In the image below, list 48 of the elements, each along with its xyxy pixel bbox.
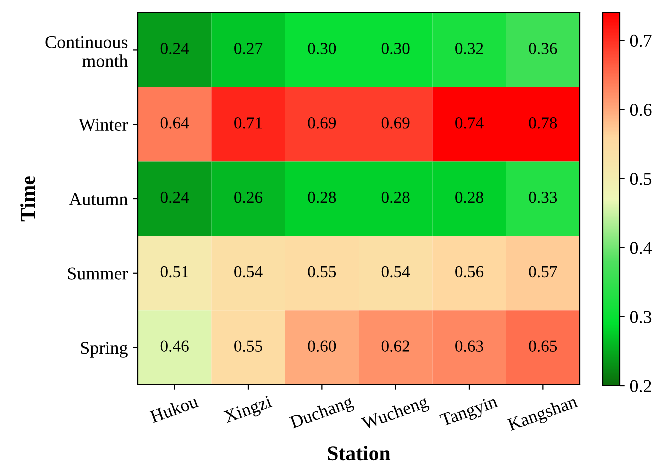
data-label: 0.63 (456, 340, 484, 352)
data-label: 0.28 (308, 192, 336, 204)
data-label: 0.24 (160, 192, 190, 204)
data-label: 0.28 (382, 192, 410, 204)
data-label: 0.51 (160, 266, 188, 278)
color-bar-label: 0.5 (630, 173, 652, 186)
data-label: 0.54 (234, 266, 263, 278)
color-bar-label: 0.7 (630, 34, 652, 48)
y-tick-label: Continuous month (46, 36, 128, 68)
data-label: 0.32 (456, 43, 484, 54)
color-bar-label: 0.3 (630, 311, 652, 324)
y-tick-label: Summer (68, 268, 128, 280)
data-label: 0.64 (160, 118, 190, 129)
x-tick-label: Tangyin (440, 395, 500, 430)
data-label: 0.69 (382, 118, 410, 129)
data-label: 0.55 (308, 266, 336, 278)
y-tick-label: Spring (81, 342, 128, 358)
data-label: 0.62 (382, 340, 410, 352)
data-label: 0.28 (456, 192, 484, 204)
color-bar-label: 0.2 (630, 380, 652, 393)
x-tick-label: Duchang (289, 394, 356, 432)
data-label: 0.69 (308, 118, 336, 129)
data-label: 0.46 (160, 340, 189, 352)
data-label: 0.36 (529, 43, 558, 54)
x-tick-label: Wucheng (360, 394, 430, 434)
color-bar-label: 0.6 (630, 104, 652, 116)
y-tick-label: Autumn (69, 193, 128, 206)
data-label: 0.74 (456, 118, 484, 129)
y-axis-title: Time (20, 176, 36, 222)
data-label: 0.30 (308, 43, 336, 54)
data-label: 0.55 (234, 340, 262, 352)
x-axis-title: Station (328, 446, 391, 461)
data-label: 0.65 (529, 340, 558, 352)
x-tick-label: Hukou (149, 394, 200, 424)
y-tick-label: Winter (78, 118, 128, 132)
data-label: 0.71 (234, 118, 262, 129)
data-label: 0.33 (529, 192, 558, 204)
data-label: 0.30 (382, 43, 410, 54)
data-label: 0.56 (456, 266, 484, 278)
data-label: 0.60 (308, 340, 336, 352)
data-label: 0.78 (529, 118, 558, 129)
data-label: 0.26 (234, 192, 263, 204)
x-tick-label: Xingzi (223, 395, 274, 427)
color-bar-label: 0.4 (630, 242, 652, 254)
data-label: 0.24 (160, 43, 190, 54)
data-label: 0.54 (382, 266, 410, 278)
data-label: 0.27 (234, 43, 263, 54)
data-label: 0.57 (529, 266, 558, 278)
